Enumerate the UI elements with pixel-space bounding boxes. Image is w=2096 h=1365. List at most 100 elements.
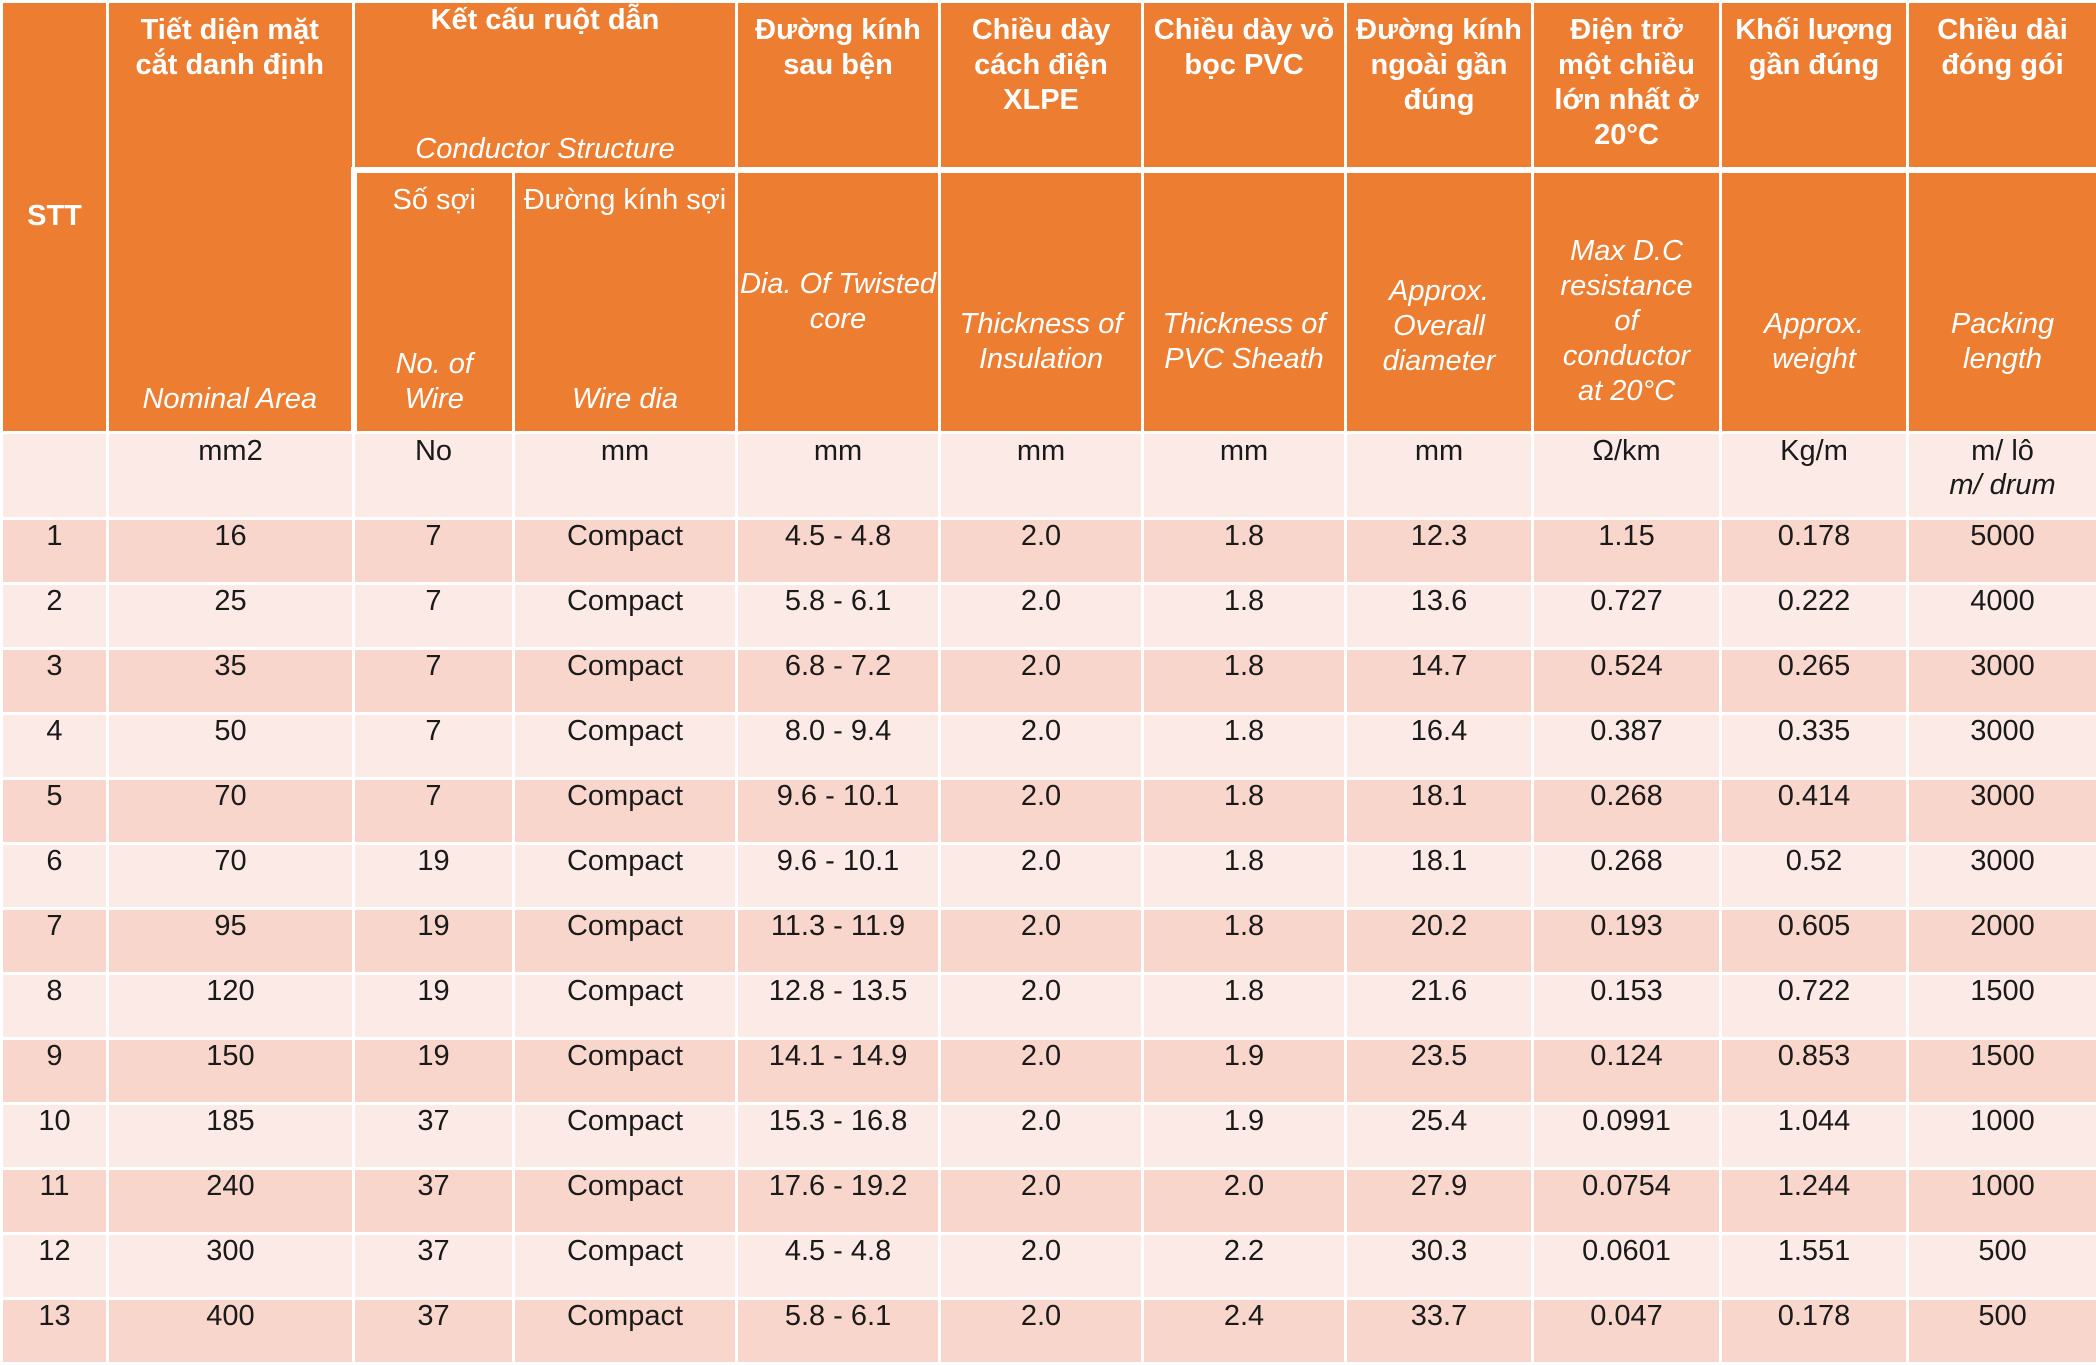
cell-resistance: 0.387 — [1533, 713, 1721, 778]
unit-area: mm2 — [108, 432, 354, 518]
cell-overall: 27.9 — [1346, 1168, 1533, 1233]
header-overall-vi-label: Đường kính ngoài gần đúng — [1355, 13, 1523, 118]
cell-overall: 30.3 — [1346, 1233, 1533, 1298]
cell-insulation: 2.0 — [940, 778, 1143, 843]
cell-weight: 1.244 — [1721, 1168, 1908, 1233]
header-resistance-en-label: Max D.C resistance of conductor at 20°C — [1560, 235, 1692, 407]
cell-resistance: 0.727 — [1533, 583, 1721, 648]
cell-resistance: 0.193 — [1533, 908, 1721, 973]
cell-area: 16 — [108, 518, 354, 583]
header-no-of-wire: Số sợi No. of Wire — [354, 170, 514, 432]
cell-overall: 23.5 — [1346, 1038, 1533, 1103]
header-twisted-core-en-label: Dia. Of Twisted core — [740, 268, 936, 335]
cell-twisted: 4.5 - 4.8 — [737, 1233, 940, 1298]
cell-sheath: 1.8 — [1143, 518, 1346, 583]
cell-insulation: 2.0 — [940, 1103, 1143, 1168]
cell-overall: 16.4 — [1346, 713, 1533, 778]
cell-area: 95 — [108, 908, 354, 973]
header-twisted-core-vi-label: Đường kính sau bện — [746, 13, 930, 83]
cell-sheath: 1.9 — [1143, 1038, 1346, 1103]
cell-insulation: 2.0 — [940, 518, 1143, 583]
cell-area: 300 — [108, 1233, 354, 1298]
header-nominal-area-vi: Tiết diện mặt cắt danh định — [117, 13, 343, 83]
cell-stt: 13 — [2, 1298, 108, 1363]
header-insulation-vi: Chiều dày cách điện XLPE — [940, 2, 1143, 171]
header-overall-vi: Đường kính ngoài gần đúng — [1346, 2, 1533, 171]
cell-sheath: 1.8 — [1143, 908, 1346, 973]
header-twisted-core-vi: Đường kính sau bện — [737, 2, 940, 171]
cell-packing: 1000 — [1908, 1103, 2096, 1168]
header-resistance-en: Max D.C resistance of conductor at 20°C — [1533, 170, 1721, 432]
cell-stt: 5 — [2, 778, 108, 843]
header-insulation-en: Thickness of Insulation — [940, 170, 1143, 432]
header-wire-dia: Đường kính sợi Wire dia — [514, 170, 737, 432]
header-wire-dia-en: Wire dia — [523, 382, 727, 417]
header-packing-vi: Chiều dài đóng gói — [1908, 2, 2096, 171]
cell-insulation: 2.0 — [940, 1233, 1143, 1298]
cell-sheath: 1.9 — [1143, 1103, 1346, 1168]
cell-wires: 19 — [354, 973, 514, 1038]
cell-wire-dia: Compact — [514, 1233, 737, 1298]
cell-twisted: 9.6 - 10.1 — [737, 778, 940, 843]
cell-area: 25 — [108, 583, 354, 648]
header-sheath-en: Thickness of PVC Sheath — [1143, 170, 1346, 432]
header-stt-label: STT — [27, 200, 82, 232]
cell-sheath: 2.0 — [1143, 1168, 1346, 1233]
cell-twisted: 14.1 - 14.9 — [737, 1038, 940, 1103]
cell-overall: 18.1 — [1346, 778, 1533, 843]
cell-packing: 3000 — [1908, 713, 2096, 778]
cell-weight: 0.178 — [1721, 518, 1908, 583]
header-sheath-vi: Chiều dày vỏ bọc PVC — [1143, 2, 1346, 171]
header-resistance-vi: Điện trở một chiều lớn nhất ở 20°C — [1533, 2, 1721, 171]
cell-wires: 7 — [354, 648, 514, 713]
header-nominal-area: Tiết diện mặt cắt danh định Nominal Area — [108, 2, 354, 433]
cell-sheath: 1.8 — [1143, 713, 1346, 778]
cell-sheath: 1.8 — [1143, 648, 1346, 713]
cell-twisted: 15.3 - 16.8 — [737, 1103, 940, 1168]
cell-sheath: 1.8 — [1143, 778, 1346, 843]
cell-packing: 500 — [1908, 1233, 2096, 1298]
cell-weight: 0.722 — [1721, 973, 1908, 1038]
cell-resistance: 0.153 — [1533, 973, 1721, 1038]
cell-overall: 33.7 — [1346, 1298, 1533, 1363]
cell-sheath: 1.8 — [1143, 973, 1346, 1038]
unit-insulation: mm — [940, 432, 1143, 518]
cell-packing: 3000 — [1908, 778, 2096, 843]
cell-wire-dia: Compact — [514, 1103, 737, 1168]
cell-wires: 37 — [354, 1168, 514, 1233]
cell-insulation: 2.0 — [940, 1038, 1143, 1103]
unit-stt — [2, 432, 108, 518]
cell-wires: 19 — [354, 908, 514, 973]
cell-twisted: 17.6 - 19.2 — [737, 1168, 940, 1233]
cell-area: 35 — [108, 648, 354, 713]
cell-wire-dia: Compact — [514, 648, 737, 713]
unit-sheath: mm — [1143, 432, 1346, 518]
cell-weight: 0.222 — [1721, 583, 1908, 648]
cell-overall: 14.7 — [1346, 648, 1533, 713]
units-row: mm2 No mm mm mm mm mm Ω/km Kg/m m/ lô m/… — [2, 432, 2096, 518]
cell-wires: 7 — [354, 518, 514, 583]
cell-wire-dia: Compact — [514, 1168, 737, 1233]
cell-twisted: 11.3 - 11.9 — [737, 908, 940, 973]
cell-insulation: 2.0 — [940, 973, 1143, 1038]
unit-packing-en: m/ drum — [1909, 468, 2096, 502]
cell-overall: 13.6 — [1346, 583, 1533, 648]
header-resistance-vi-label: Điện trở một chiều lớn nhất ở 20°C — [1542, 13, 1711, 153]
cell-twisted: 5.8 - 6.1 — [737, 1298, 940, 1363]
cell-wires: 7 — [354, 713, 514, 778]
cell-stt: 4 — [2, 713, 108, 778]
header-weight-en: Approx. weight — [1721, 170, 1908, 432]
cell-wire-dia: Compact — [514, 778, 737, 843]
cell-twisted: 8.0 - 9.4 — [737, 713, 940, 778]
cell-insulation: 2.0 — [940, 583, 1143, 648]
header-packing-en-label: Packing length — [1951, 308, 2054, 375]
header-packing-vi-label: Chiều dài đóng gói — [1917, 13, 2088, 83]
cell-weight: 0.178 — [1721, 1298, 1908, 1363]
cell-overall: 25.4 — [1346, 1103, 1533, 1168]
